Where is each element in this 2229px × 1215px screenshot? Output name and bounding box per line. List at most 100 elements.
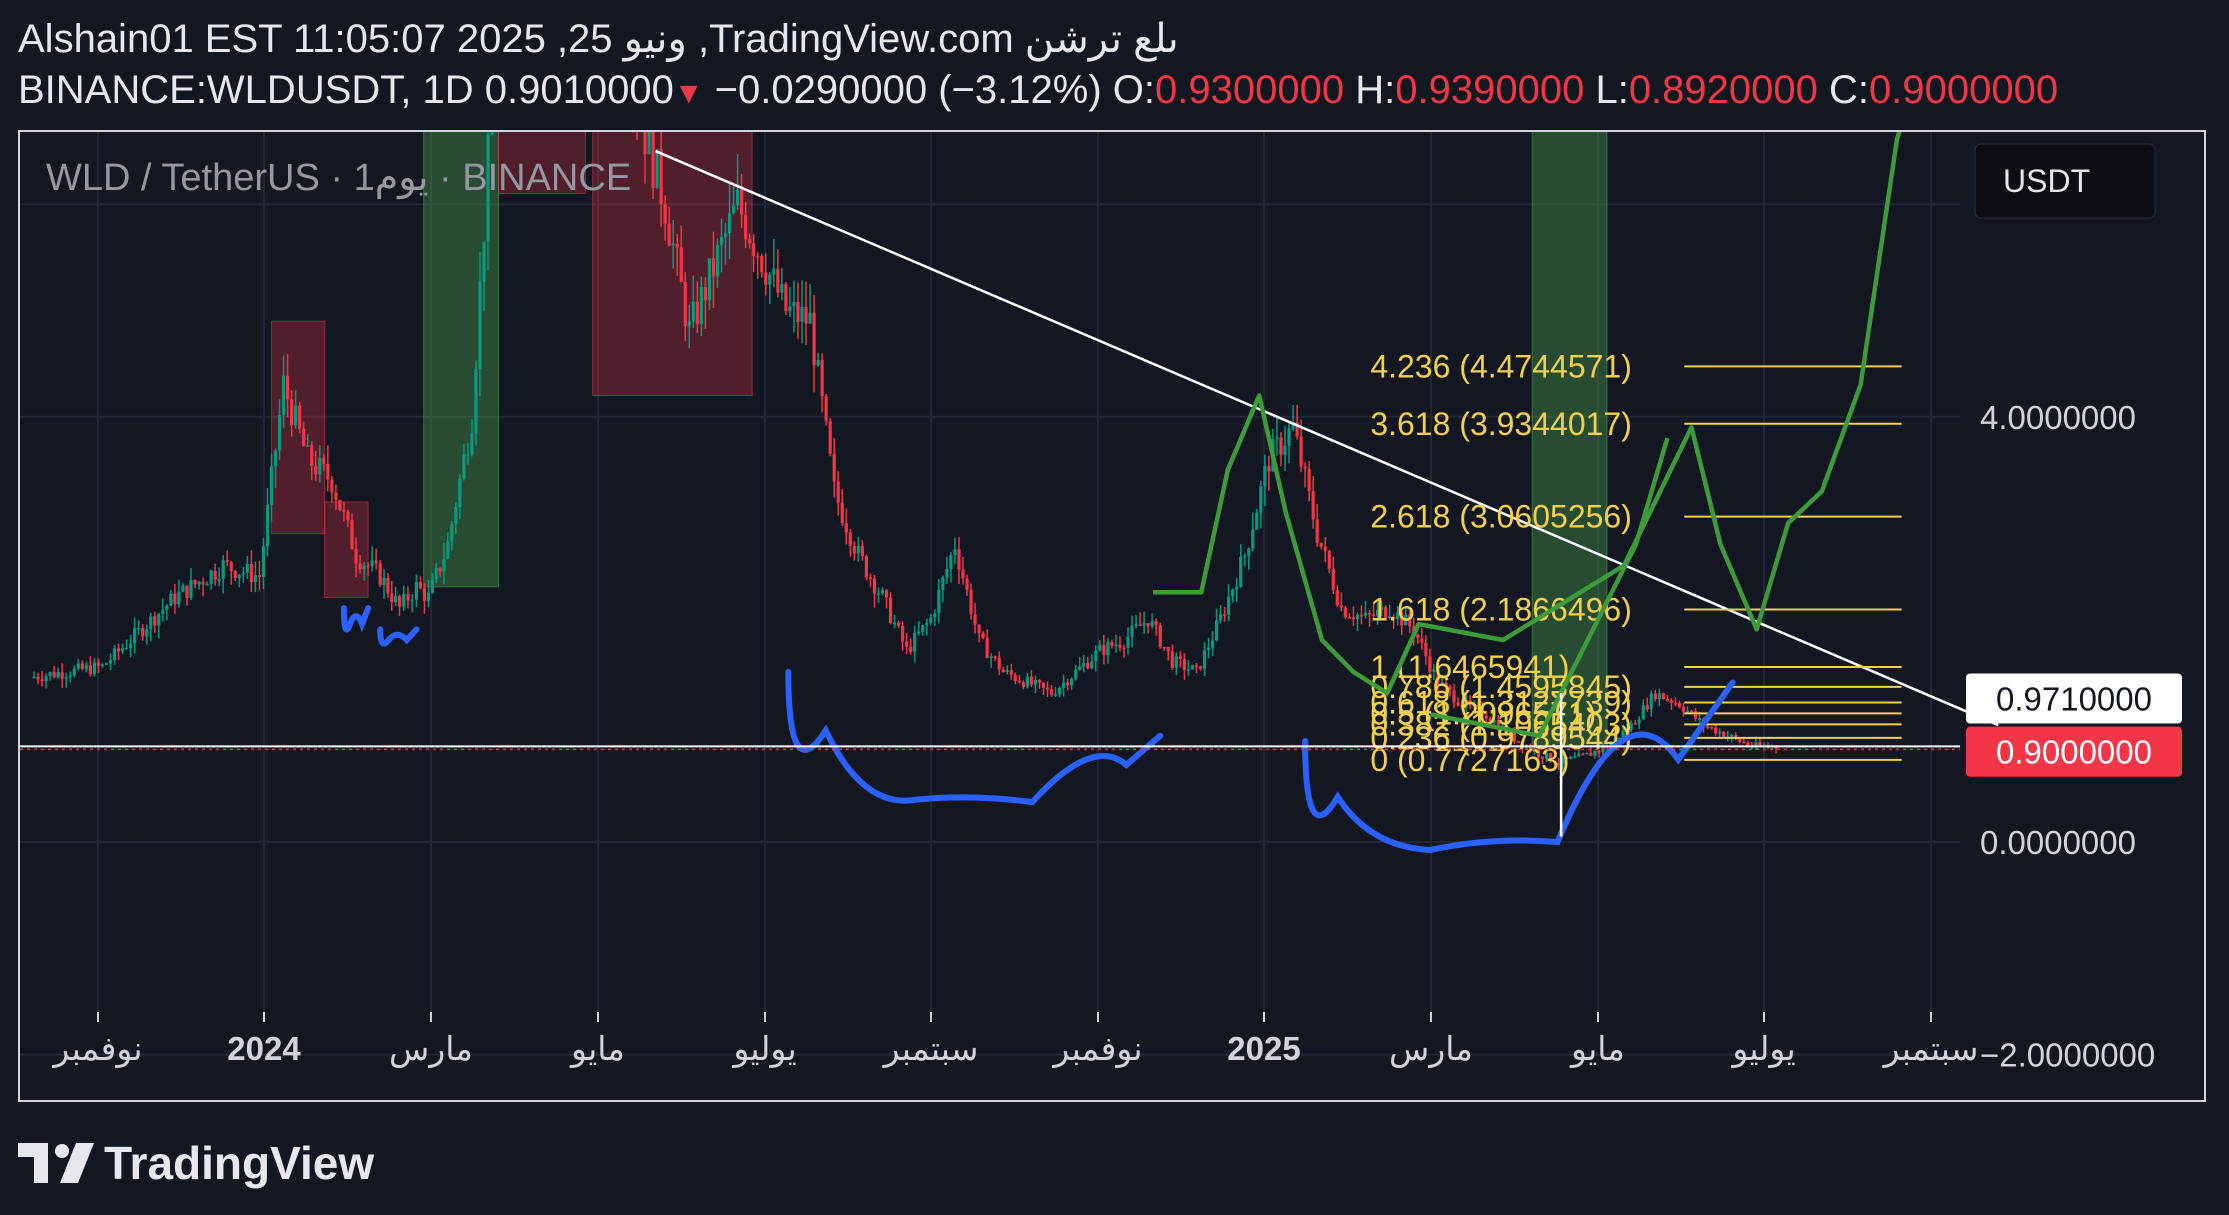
candle-body — [1122, 647, 1126, 650]
candle-body — [1194, 665, 1199, 667]
candle-body — [290, 399, 294, 426]
candle-body — [1287, 428, 1291, 446]
candle-body — [165, 605, 169, 610]
currency-badge[interactable] — [1974, 143, 2156, 219]
fib-level-label: 4.236 (4.4744571) — [1370, 348, 1632, 384]
candle-body — [1134, 624, 1138, 626]
candle-body — [394, 596, 398, 603]
candle-body — [1404, 614, 1408, 626]
candle-body — [193, 580, 197, 585]
candle-body — [824, 396, 828, 421]
candle-body — [647, 132, 651, 155]
down-arrow-icon: ▼ — [673, 77, 704, 110]
candle-body — [137, 627, 141, 630]
candle-body — [1263, 466, 1267, 487]
candle-body — [1351, 617, 1356, 620]
candle-body — [1126, 636, 1130, 648]
candle-body — [342, 509, 346, 512]
candle-body — [1235, 586, 1239, 590]
candle-body — [1162, 646, 1166, 649]
chart-frame[interactable]: 8.63157284.236 (4.4744571)3.618 (3.93440… — [18, 130, 2206, 1102]
tradingview-logo[interactable]: TradingView — [18, 1135, 374, 1191]
candle-body — [1758, 742, 1762, 746]
candle-body — [1440, 682, 1444, 686]
candle-body — [1665, 698, 1669, 701]
candle-body — [1633, 723, 1637, 725]
candle-body — [828, 420, 832, 454]
candle-body — [1516, 741, 1521, 743]
candle-body — [205, 583, 209, 586]
candle-body — [740, 189, 744, 215]
candle-body — [326, 463, 330, 480]
candle-body — [1218, 614, 1223, 621]
candle-body — [989, 656, 993, 659]
candle-body — [129, 643, 133, 648]
currency-badge-label: USDT — [2003, 163, 2090, 199]
candle-body — [1400, 612, 1404, 626]
candle-body — [760, 256, 764, 273]
candle-body — [1223, 614, 1227, 616]
candle-body — [229, 562, 233, 572]
candle-body — [442, 558, 446, 572]
candle-body — [977, 624, 981, 634]
tradingview-logo-icon — [18, 1143, 94, 1183]
candle-body — [221, 560, 225, 580]
candle-body — [366, 565, 370, 568]
candle-body — [56, 672, 60, 678]
candle-body — [358, 563, 362, 570]
candle-body — [961, 569, 965, 579]
candle-body — [213, 570, 217, 580]
candle-body — [1424, 642, 1428, 657]
candle-body — [149, 616, 153, 630]
candle-body — [141, 627, 145, 637]
candle-body — [1339, 605, 1343, 608]
candle-body — [1476, 704, 1480, 707]
candle-body — [659, 149, 663, 205]
candle-body — [486, 134, 490, 242]
candle-body — [1359, 614, 1364, 617]
high-value: 0.9390000 — [1395, 68, 1585, 112]
candle-body — [60, 672, 64, 679]
candle-body — [1174, 656, 1178, 668]
candle-body — [756, 255, 760, 258]
projection-path — [1430, 437, 1670, 738]
candle-body — [1343, 607, 1347, 618]
candle-body — [32, 676, 36, 679]
candle-body — [265, 504, 270, 547]
candle-body — [744, 214, 748, 240]
candle-body — [1396, 612, 1400, 619]
candle-body — [1428, 656, 1432, 672]
red-zone — [498, 132, 586, 195]
candle-body — [1706, 726, 1710, 728]
candle-body — [1581, 753, 1585, 756]
candle-body — [1653, 693, 1657, 700]
price-chart[interactable]: 8.63157284.236 (4.4744571)3.618 (3.93440… — [20, 132, 2204, 1100]
candle-body — [703, 286, 707, 301]
candle-body — [1681, 706, 1686, 712]
candle-body — [901, 625, 905, 642]
candle-body — [1082, 663, 1086, 667]
candle-body — [462, 454, 466, 479]
candle-body — [233, 571, 237, 579]
candle-body — [1251, 529, 1255, 549]
candle-body — [1291, 422, 1295, 429]
candle-body — [334, 492, 338, 500]
candle-body — [800, 307, 804, 322]
candle-body — [1243, 555, 1247, 558]
candle-body — [1102, 644, 1106, 656]
candle-body — [1669, 699, 1673, 703]
chart-header-publisher: Alshain01 EST 11:05:07 2025 ,25 ونيو ,Tr… — [18, 17, 1179, 61]
candle-body — [1689, 710, 1694, 713]
candle-body — [655, 149, 659, 188]
candle-body — [490, 132, 494, 135]
candle-body — [1444, 682, 1448, 686]
candle-body — [945, 569, 949, 578]
candle-body — [1303, 466, 1307, 469]
candle-body — [1621, 730, 1625, 738]
candle-body — [671, 243, 675, 246]
candle-body — [796, 301, 800, 322]
candle-body — [286, 375, 290, 400]
candle-body — [145, 629, 149, 637]
candle-body — [169, 593, 173, 606]
candle-body — [466, 454, 470, 456]
